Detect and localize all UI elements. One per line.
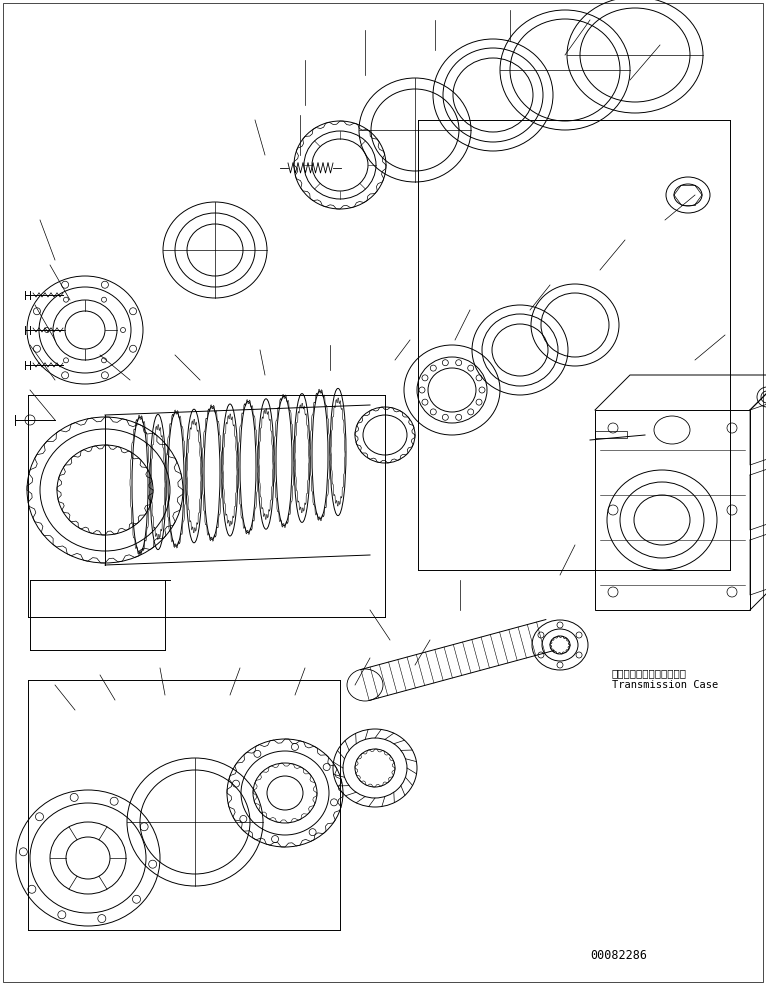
Bar — [595, 431, 627, 438]
Text: 00082286: 00082286 — [590, 949, 647, 962]
Bar — [595, 410, 750, 610]
Text: トランスミッションケース: トランスミッションケース — [612, 668, 687, 678]
Polygon shape — [750, 463, 766, 530]
Text: Transmission Case: Transmission Case — [612, 680, 719, 690]
Polygon shape — [750, 528, 766, 595]
Polygon shape — [750, 398, 766, 465]
